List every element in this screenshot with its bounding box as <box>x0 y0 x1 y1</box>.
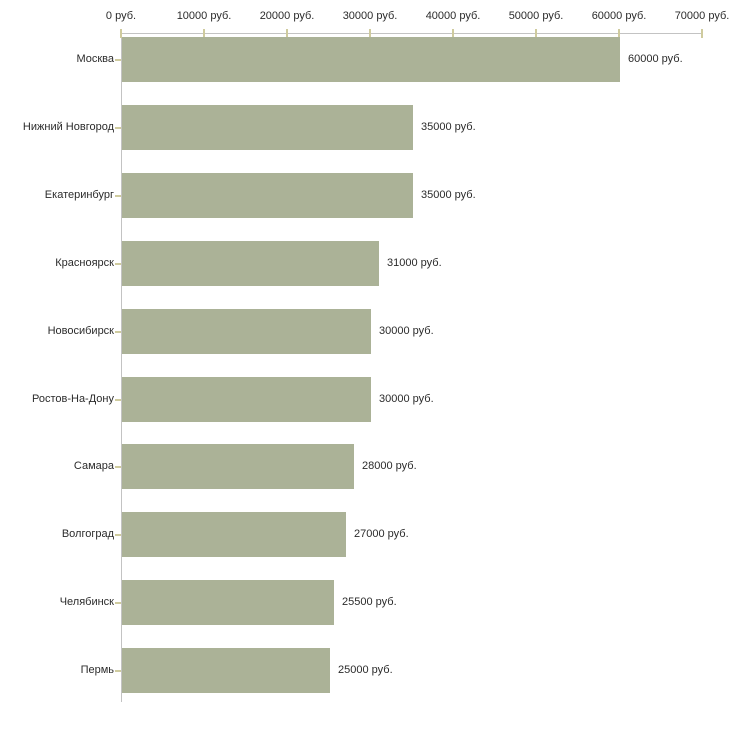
value-label: 35000 руб. <box>421 120 476 133</box>
y-axis-tick <box>115 126 121 129</box>
category-label: Челябинск <box>59 595 114 608</box>
x-axis-tick <box>618 29 620 38</box>
x-axis-tick-label: 20000 руб. <box>259 10 315 22</box>
x-axis-tick-label: 70000 руб. <box>674 10 730 22</box>
x-axis-tick-label: 40000 руб. <box>425 10 481 22</box>
value-label: 25500 руб. <box>342 595 397 608</box>
bar <box>122 512 346 557</box>
x-axis-tick <box>120 29 122 38</box>
category-label: Волгоград <box>61 527 114 540</box>
category-label: Ростов-На-Дону <box>31 392 114 405</box>
category-label: Красноярск <box>55 256 114 269</box>
value-label: 30000 руб. <box>379 392 434 405</box>
x-axis-tick-label: 0 руб. <box>105 10 137 22</box>
x-axis-tick-label: 10000 руб. <box>176 10 232 22</box>
x-axis-tick <box>452 29 454 38</box>
bar <box>122 648 330 693</box>
x-axis-tick <box>286 29 288 38</box>
bar <box>122 37 620 82</box>
bar <box>122 309 371 354</box>
category-label: Пермь <box>80 663 114 676</box>
y-axis-tick <box>115 533 121 536</box>
x-axis-tick-label: 30000 руб. <box>342 10 398 22</box>
value-label: 31000 руб. <box>387 256 442 269</box>
value-label: 25000 руб. <box>338 663 393 676</box>
y-axis-tick <box>115 194 121 197</box>
category-label: Самара <box>73 459 114 472</box>
y-axis-tick <box>115 669 121 672</box>
y-axis-tick <box>115 58 121 61</box>
x-axis-tick <box>701 29 703 38</box>
value-label: 30000 руб. <box>379 324 434 337</box>
y-axis-tick <box>115 330 121 333</box>
x-axis-line <box>121 33 703 34</box>
category-label: Новосибирск <box>47 324 114 337</box>
x-axis-tick <box>203 29 205 38</box>
x-axis-tick <box>369 29 371 38</box>
bar <box>122 377 371 422</box>
category-label: Москва <box>76 52 114 65</box>
category-label: Екатеринбург <box>44 188 114 201</box>
value-label: 60000 руб. <box>628 52 683 65</box>
bar <box>122 241 379 286</box>
y-axis-tick <box>115 398 121 401</box>
y-axis-tick <box>115 262 121 265</box>
y-axis-line <box>121 33 122 702</box>
x-axis-tick <box>535 29 537 38</box>
x-axis-tick-label: 60000 руб. <box>591 10 647 22</box>
value-label: 27000 руб. <box>354 527 409 540</box>
bar <box>122 580 334 625</box>
y-axis-tick <box>115 601 121 604</box>
category-label: Нижний Новгород <box>22 120 114 133</box>
y-axis-tick <box>115 465 121 468</box>
x-axis-tick-label: 50000 руб. <box>508 10 564 22</box>
bar <box>122 173 413 218</box>
value-label: 28000 руб. <box>362 459 417 472</box>
bar <box>122 105 413 150</box>
bar <box>122 444 354 489</box>
value-label: 35000 руб. <box>421 188 476 201</box>
